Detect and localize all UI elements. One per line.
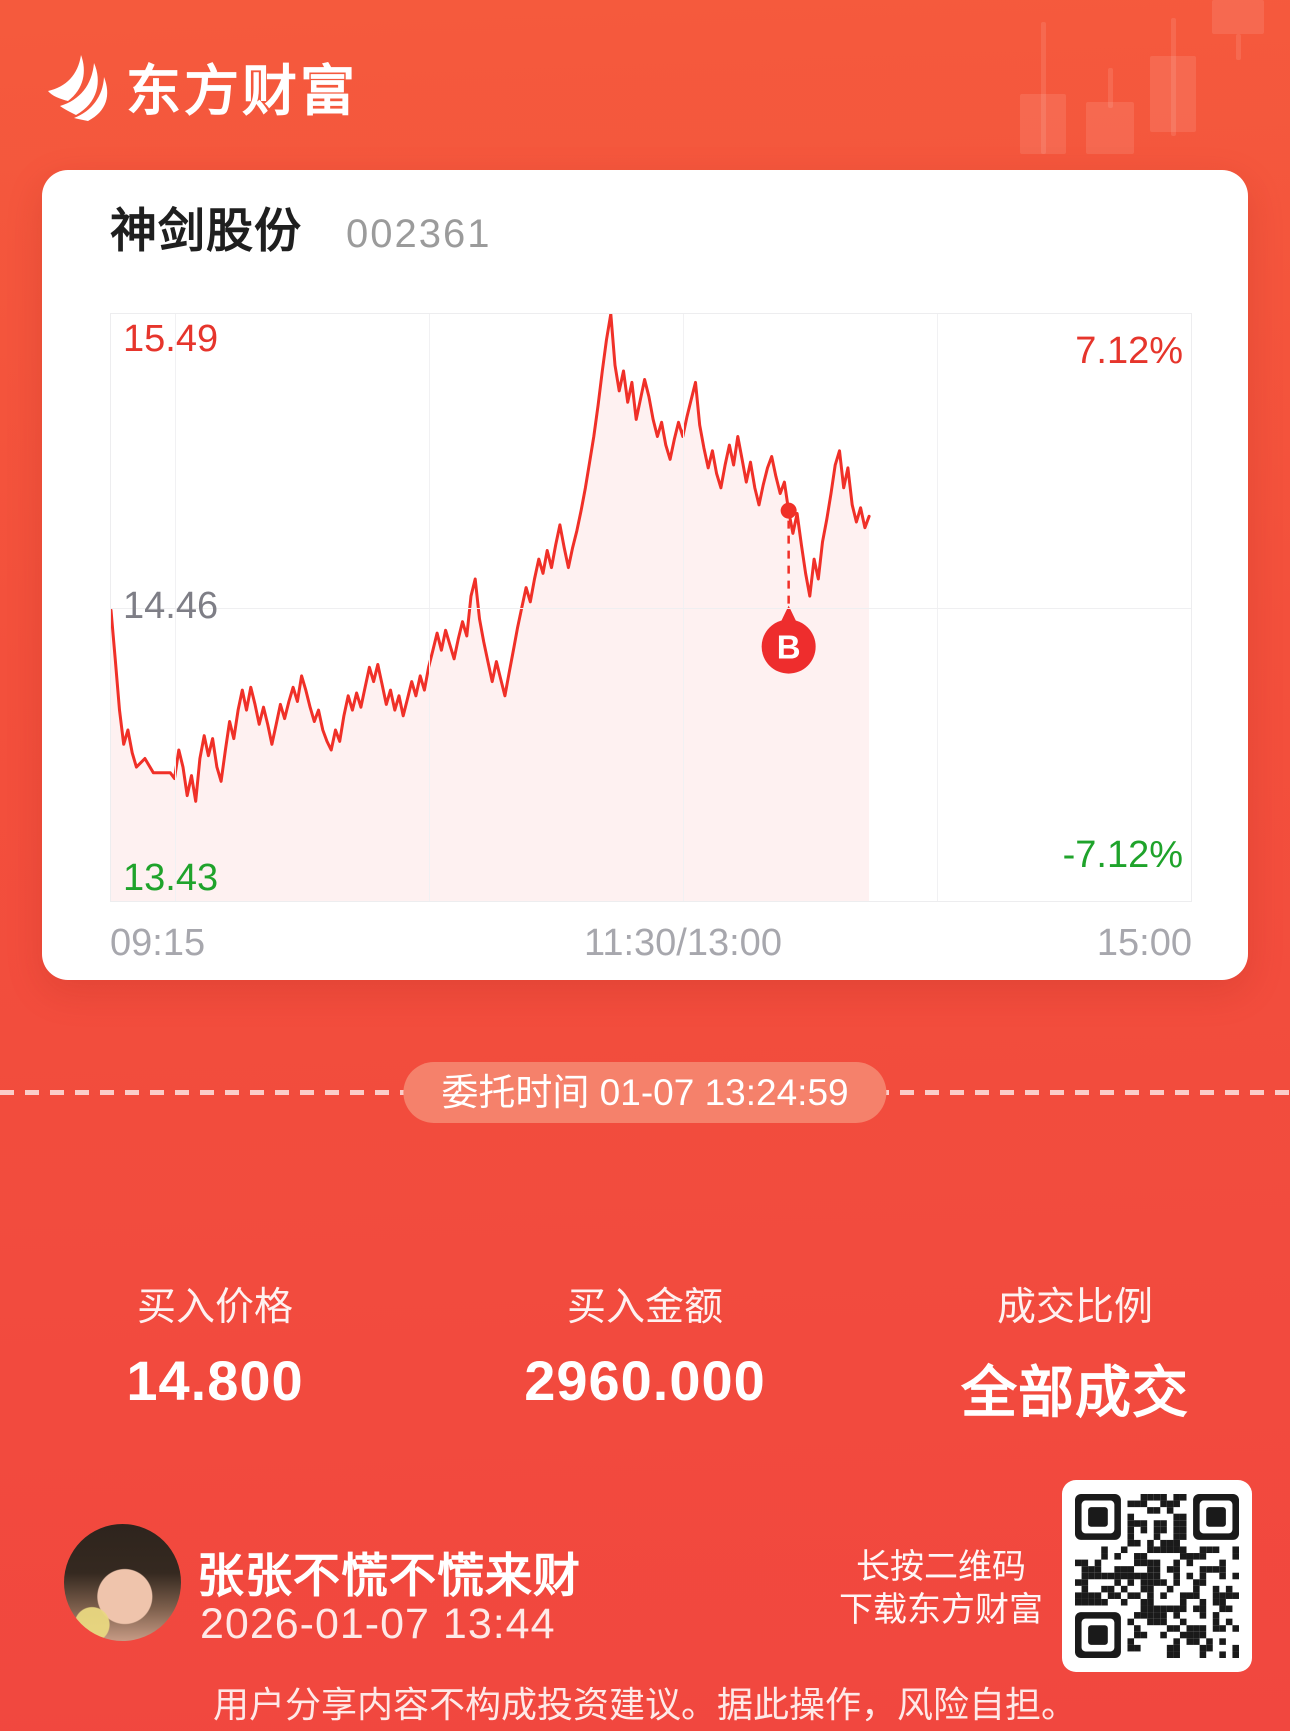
candle-body (1212, 0, 1264, 34)
candle-wick (1041, 22, 1046, 154)
eastmoney-logo-icon (48, 55, 108, 121)
x-axis-midday-label: 11:30/13:00 (584, 922, 782, 964)
y-axis-low-percent-label: -7.12% (1062, 834, 1183, 876)
candle-body (1020, 94, 1066, 154)
qr-caption-line1: 长按二维码 (856, 1548, 1026, 1586)
intraday-chart: B 15.49 7.12% 14.46 13.43 -7.12% (110, 313, 1192, 902)
buy-marker: B (761, 502, 816, 674)
candle-wick (1236, 34, 1241, 60)
stat-label: 成交比例 (996, 1286, 1153, 1329)
candle-wick (1108, 68, 1113, 108)
stat-fill-ratio: 成交比例 全部成交 (860, 1276, 1290, 1429)
order-stats: 买入价格 14.800 买入金额 2960.000 成交比例 全部成交 (0, 1276, 1290, 1429)
stat-label: 买入价格 (136, 1286, 293, 1329)
candle-body (1086, 102, 1134, 154)
x-axis: 09:15 11:30/13:00 15:00 (110, 922, 1192, 964)
stock-name: 神剑股份 (110, 204, 302, 257)
y-axis-high-label: 15.49 (123, 318, 219, 360)
order-time-pill: 委托时间 01-07 13:24:59 (403, 1062, 887, 1123)
y-axis-prev-close-label: 14.46 (123, 585, 219, 627)
candle-wick (1171, 18, 1176, 136)
stat-buy-amount: 买入金额 2960.000 (430, 1276, 860, 1429)
buy-marker-label: B (777, 629, 801, 666)
x-axis-open-label: 09:15 (110, 922, 206, 964)
prev-close-gridline (111, 607, 1191, 609)
disclaimer: 用户分享内容不构成投资建议。据此操作，风险自担。 (212, 1684, 1077, 1725)
qr-code[interactable] (1062, 1480, 1252, 1672)
share-datetime: 2026-01-07 13:44 (200, 1600, 556, 1648)
qr-code-pattern (1075, 1494, 1239, 1658)
username: 张张不慌不慌来财 (197, 1549, 581, 1602)
stat-buy-price: 买入价格 14.800 (0, 1276, 430, 1429)
stat-label: 买入金额 (566, 1286, 723, 1329)
app-header: 东方财富 (46, 46, 358, 126)
stock-header: 神剑股份 002361 (110, 192, 491, 261)
stock-card: 神剑股份 002361 B 15.49 7.12% 14.46 13.43 -7… (42, 170, 1248, 980)
stat-value: 2960.000 (524, 1349, 766, 1412)
stat-value: 全部成交 (961, 1361, 1189, 1424)
price-curve: B (111, 314, 871, 901)
y-axis-low-label: 13.43 (123, 857, 219, 899)
qr-caption-line2: 下载东方财富 (839, 1591, 1043, 1629)
stock-code: 002361 (346, 212, 492, 256)
brand-name: 东方财富 (126, 60, 359, 122)
y-axis-high-percent-label: 7.12% (1075, 330, 1183, 372)
qr-caption: 长按二维码 下载东方财富 (816, 1546, 1066, 1632)
stat-value: 14.800 (126, 1349, 304, 1412)
avatar (64, 1524, 181, 1641)
candle-body (1150, 56, 1196, 132)
x-axis-close-label: 15:00 (1096, 922, 1192, 964)
